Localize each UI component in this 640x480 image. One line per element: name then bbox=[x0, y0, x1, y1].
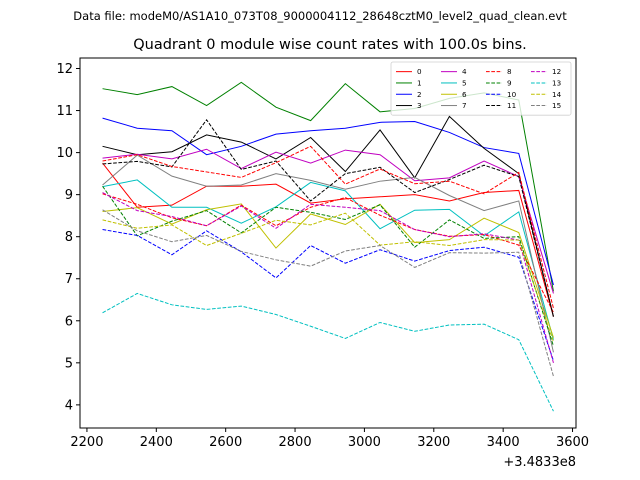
legend-label-3: 3 bbox=[417, 101, 422, 110]
series-line-3 bbox=[102, 115, 554, 317]
x-axis: 2200 2400 2600 2800 3000 3200 3400 3600 bbox=[70, 428, 589, 450]
x-tick-label-4: 3000 bbox=[348, 435, 381, 450]
series-line-7 bbox=[102, 154, 554, 353]
plot-frame bbox=[79, 57, 577, 429]
series-line-0 bbox=[102, 162, 554, 317]
x-tick-label-7: 3600 bbox=[556, 435, 589, 450]
y-tick-label-5: 9 bbox=[65, 188, 73, 203]
y-tick-label-7: 11 bbox=[56, 104, 73, 119]
legend-label-6: 6 bbox=[462, 90, 467, 99]
x-tick-label-3: 2800 bbox=[279, 435, 312, 450]
series-line-15 bbox=[102, 209, 554, 377]
x-tick-label-1: 2400 bbox=[140, 435, 173, 450]
series-line-2 bbox=[102, 117, 554, 286]
y-tick-label-1: 5 bbox=[65, 356, 73, 371]
x-tick-label-5: 3200 bbox=[417, 435, 450, 450]
x-tick-label-6: 3400 bbox=[487, 435, 520, 450]
legend-label-4: 4 bbox=[462, 67, 467, 76]
chart-title: Quadrant 0 module wise count rates with … bbox=[133, 37, 527, 53]
y-tick-label-0: 4 bbox=[65, 398, 73, 413]
legend-box bbox=[390, 61, 572, 116]
legend-label-15: 15 bbox=[552, 101, 561, 110]
legend-label-1: 1 bbox=[417, 78, 422, 87]
series-line-6 bbox=[102, 203, 554, 338]
series-line-14 bbox=[102, 212, 554, 342]
legend-label-0: 0 bbox=[417, 67, 422, 76]
legend-label-12: 12 bbox=[552, 67, 561, 76]
legend-label-11: 11 bbox=[507, 101, 516, 110]
y-axis: 4 5 6 7 8 9 10 11 12 bbox=[56, 62, 80, 413]
y-tick-label-6: 10 bbox=[56, 146, 73, 161]
series-line-11 bbox=[102, 118, 554, 317]
series-line-12 bbox=[102, 192, 554, 363]
x-axis-offset-label: +3.4833e8 bbox=[503, 455, 576, 470]
y-tick-label-4: 8 bbox=[65, 230, 73, 245]
series-line-13 bbox=[102, 292, 554, 412]
y-tick-label-2: 6 bbox=[65, 314, 73, 329]
legend-label-5: 5 bbox=[462, 78, 467, 87]
legend-label-14: 14 bbox=[552, 90, 562, 99]
series-line-16 bbox=[102, 145, 554, 309]
x-tick-label-2: 2600 bbox=[209, 435, 242, 450]
legend-label-9: 9 bbox=[507, 78, 512, 87]
legend-label-8: 8 bbox=[507, 67, 512, 76]
figure-suptitle: Data file: modeM0/AS1A10_073T08_90000041… bbox=[73, 9, 567, 23]
series-lines bbox=[102, 81, 554, 412]
x-tick-label-0: 2200 bbox=[70, 435, 103, 450]
plot-area: 2200 2400 2600 2800 3000 3200 3400 3600 4 5 6 7 8 9 1… bbox=[56, 57, 589, 470]
legend-label-13: 13 bbox=[552, 78, 561, 87]
series-line-4 bbox=[102, 148, 554, 294]
y-tick-label-3: 7 bbox=[65, 272, 73, 287]
legend-label-2: 2 bbox=[417, 90, 422, 99]
y-tick-label-8: 12 bbox=[56, 62, 73, 77]
series-line-10 bbox=[102, 229, 554, 361]
series-line-9 bbox=[102, 185, 554, 347]
legend-label-10: 10 bbox=[507, 90, 517, 99]
legend-label-7: 7 bbox=[462, 101, 467, 110]
